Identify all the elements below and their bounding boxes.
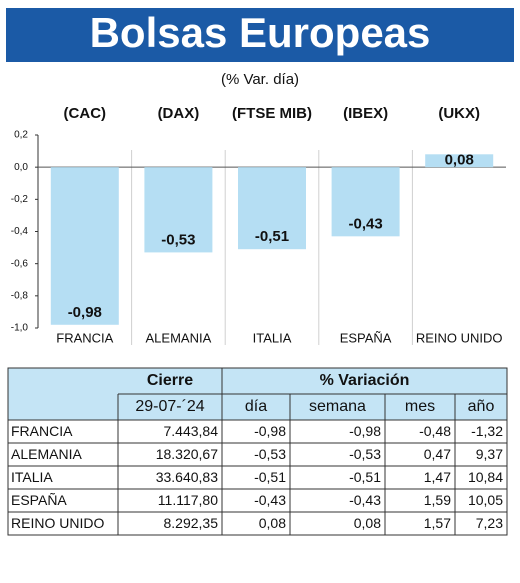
table-header: % Variación (320, 372, 410, 389)
table-cell: 10,84 (468, 469, 503, 485)
table-subheader: día (245, 398, 267, 415)
value-label: -0,98 (68, 304, 102, 321)
x-tick-label: FRANCIA (56, 330, 113, 345)
table-subheader: mes (405, 398, 435, 415)
chart-subtitle: (% Var. día) (221, 71, 299, 88)
bar (144, 167, 213, 253)
table-cell: -0,51 (254, 469, 286, 485)
index-label: (DAX) (158, 105, 200, 122)
table-cell: 10,05 (468, 492, 503, 508)
table-cell: -1,32 (471, 423, 503, 439)
table-cell: 7,23 (476, 515, 503, 531)
table-cell: -0,48 (419, 423, 451, 439)
title-banner (6, 8, 514, 62)
table-cell: 1,47 (424, 469, 451, 485)
table-cell: 1,59 (424, 492, 451, 508)
table-cell: 18.320,67 (156, 446, 218, 462)
y-tick-label: -0,2 (11, 194, 29, 205)
table-cell: 0,47 (424, 446, 451, 462)
x-tick-label: ESPAÑA (340, 330, 392, 345)
row-label: FRANCIA (11, 423, 73, 439)
index-label: (CAC) (64, 105, 107, 122)
table-cell: -0,98 (349, 423, 381, 439)
table-cell: 0,08 (259, 515, 286, 531)
table-cell: 9,37 (476, 446, 503, 462)
table-cell: -0,43 (349, 492, 381, 508)
row-label: ALEMANIA (11, 446, 82, 462)
table-cell: -0,51 (349, 469, 381, 485)
table-cell: -0,43 (254, 492, 286, 508)
table-cell: 1,57 (424, 515, 451, 531)
table-subheader: año (468, 398, 495, 415)
row-label: ITALIA (11, 469, 53, 485)
table-header: Cierre (147, 372, 193, 389)
bar (50, 167, 119, 325)
table-cell: -0,98 (254, 423, 286, 439)
value-label: 0,08 (445, 152, 474, 169)
row-label: REINO UNIDO (11, 515, 104, 531)
bar (331, 167, 400, 237)
y-tick-label: -1,0 (11, 323, 29, 334)
bar (238, 167, 306, 250)
table-subheader: 29-07-´24 (135, 398, 204, 415)
x-tick-label: REINO UNIDO (416, 330, 503, 345)
y-tick-label: -0,4 (11, 226, 29, 237)
table-cell: 0,08 (354, 515, 381, 531)
y-tick-label: 0,2 (14, 130, 28, 141)
y-tick-label: -0,6 (11, 258, 29, 269)
y-tick-label: 0,0 (14, 162, 28, 173)
table-cell: -0,53 (349, 446, 381, 462)
index-label: (UKX) (438, 105, 480, 122)
chart-title: Bolsas Europeas (90, 9, 431, 56)
table-cell: 11.117,80 (158, 492, 218, 508)
row-label: ESPAÑA (11, 492, 67, 508)
x-tick-label: ITALIA (253, 330, 292, 345)
value-label: -0,53 (161, 231, 195, 248)
value-label: -0,43 (348, 215, 382, 232)
index-label: (FTSE MIB) (232, 105, 312, 122)
y-tick-label: -0,8 (11, 290, 29, 301)
bar (425, 154, 494, 168)
table-subheader: semana (309, 398, 366, 415)
table-cell: 7.443,84 (164, 423, 219, 439)
table-cell: 33.640,83 (156, 469, 218, 485)
index-label: (IBEX) (343, 105, 388, 122)
value-label: -0,51 (255, 228, 289, 245)
table-cell: -0,53 (254, 446, 286, 462)
x-tick-label: ALEMANIA (146, 330, 212, 345)
table-cell: 8.292,35 (164, 515, 219, 531)
